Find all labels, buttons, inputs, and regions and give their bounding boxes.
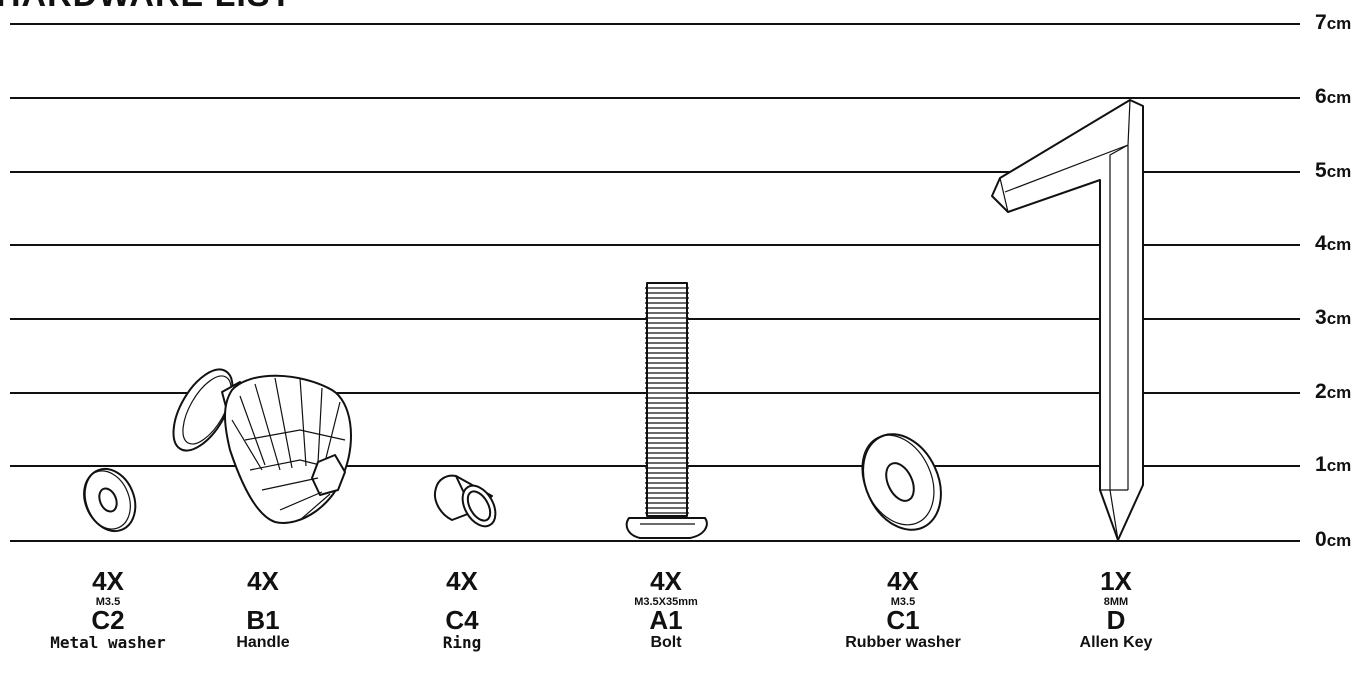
item-spec: 8MM — [1103, 596, 1129, 608]
item-handle: 4X B1 Handle — [163, 568, 363, 651]
item-qty: 4X — [92, 566, 124, 596]
item-qty: 4X — [247, 566, 279, 596]
item-code: C2 — [91, 605, 125, 635]
item-code: A1 — [649, 605, 683, 635]
item-metal-washer: 4X M3.5 C2 Metal washer — [8, 568, 208, 651]
item-name: Bolt — [650, 634, 682, 651]
scale-label-0cm: 0cm — [1315, 528, 1352, 551]
item-rubber-washer: 4X M3.5 C1 Rubber washer — [803, 568, 1003, 651]
scale-label-7cm: 7cm — [1315, 11, 1352, 34]
item-spec: M3.5 — [95, 596, 121, 608]
scale-label-3cm: 3cm — [1315, 306, 1352, 329]
item-bolt: 4X M3.5X35mm A1 Bolt — [566, 568, 766, 651]
scale-line-7cm — [10, 23, 1300, 25]
item-qty: 1X — [1100, 566, 1132, 596]
item-name: Ring — [442, 633, 482, 652]
item-name: Rubber washer — [845, 634, 961, 651]
scale-label-1cm: 1cm — [1315, 453, 1352, 476]
scale-label-5cm: 5cm — [1315, 159, 1352, 182]
item-qty: 4X — [446, 566, 478, 596]
scale-label-2cm: 2cm — [1315, 380, 1352, 403]
item-code: B1 — [246, 605, 280, 635]
item-code: C4 — [445, 605, 479, 635]
metal-washer-icon — [83, 467, 137, 533]
item-spec: M3.5X35mm — [634, 596, 698, 608]
item-spec: M3.5 — [890, 596, 916, 608]
scale-line-4cm — [10, 244, 1300, 246]
page-title: HARDWARE LIST — [0, 0, 292, 12]
allen-key-icon — [991, 99, 1144, 541]
scale-label-4cm: 4cm — [1315, 232, 1352, 255]
scale-line-5cm — [10, 171, 1300, 173]
handle-knob-icon — [172, 368, 352, 524]
scale-line-6cm — [10, 97, 1300, 99]
item-name: Metal washer — [50, 633, 166, 652]
item-qty: 4X — [650, 566, 682, 596]
scale-label-6cm: 6cm — [1315, 85, 1352, 108]
item-allen-key: 1X 8MM D Allen Key — [1016, 568, 1216, 651]
item-ring: 4X C4 Ring — [362, 568, 562, 651]
rubber-washer-icon — [861, 433, 942, 531]
bolt-icon — [625, 282, 708, 539]
item-code: D — [1106, 605, 1126, 635]
item-qty: 4X — [887, 566, 919, 596]
item-code: C1 — [886, 605, 920, 635]
ring-icon — [434, 474, 497, 528]
item-name: Handle — [236, 634, 290, 651]
scale-line-0cm — [10, 540, 1300, 542]
item-name: Allen Key — [1079, 634, 1153, 651]
